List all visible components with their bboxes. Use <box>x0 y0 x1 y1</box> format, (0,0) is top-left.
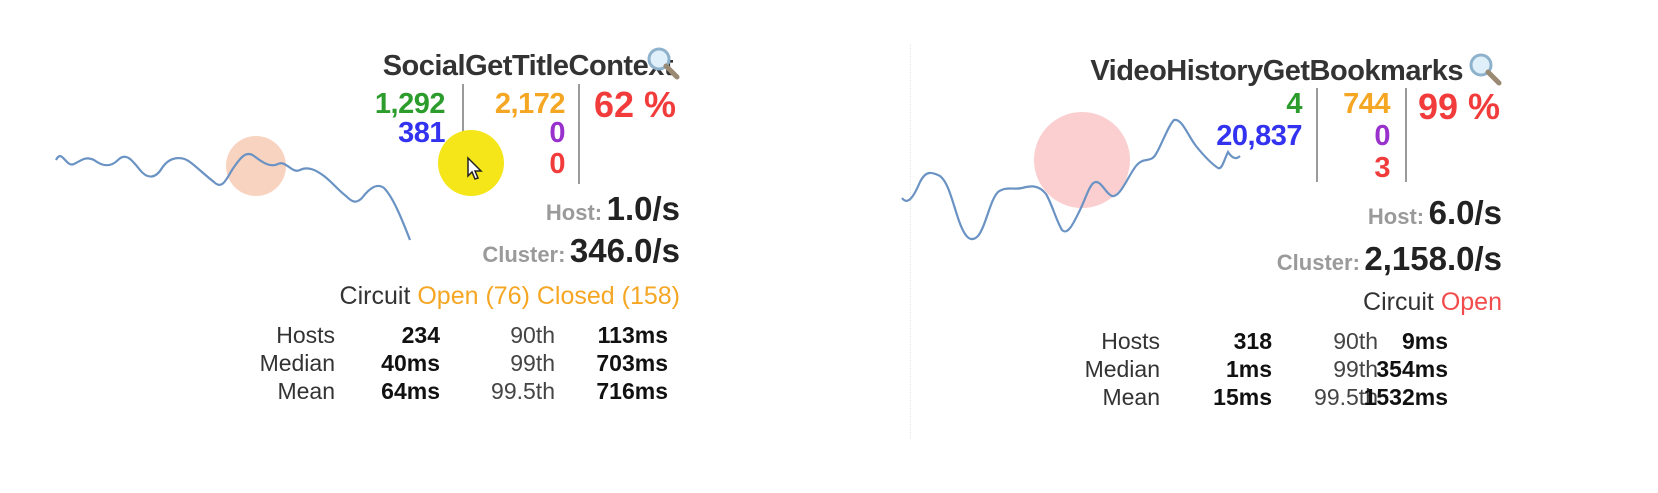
stat-label: Median <box>259 350 335 376</box>
stats-row: Hosts 234 90th 113ms <box>220 322 680 350</box>
stat-label: Mean <box>1102 384 1160 410</box>
percentile-value: 703ms <box>596 350 668 376</box>
percentile-label: 99th <box>1333 356 1378 382</box>
timeout-count: 744 <box>1343 88 1390 120</box>
failure-count: 0 <box>549 148 565 180</box>
stats-row: Mean 64ms 99.5th 716ms <box>220 378 680 406</box>
sparkline <box>55 152 412 241</box>
stat-label: Median <box>1084 356 1160 382</box>
command-title: VideoHistoryGetBookmarks <box>1090 55 1463 87</box>
percentile-value: 716ms <box>596 378 668 404</box>
host-rate: Host: 1.0/s <box>546 190 680 228</box>
percentile-label: 90th <box>510 322 555 348</box>
host-rate-label: Host: <box>545 200 603 225</box>
cluster-rate-label: Cluster: <box>1276 250 1360 275</box>
percentile-label: 99th <box>510 350 555 376</box>
success-count: 1,292 <box>374 88 446 120</box>
cluster-rate-label: Cluster: <box>482 242 566 267</box>
error-percentage: 99 % <box>1418 86 1501 127</box>
circuit-label: Circuit <box>1363 288 1434 316</box>
mouse-pointer-icon <box>466 156 484 187</box>
stat-value: 318 <box>1233 328 1272 354</box>
timeout-count: 2,172 <box>494 88 566 120</box>
cluster-rate-value: 346.0/s <box>569 232 680 269</box>
cluster-rate: Cluster: 2,158.0/s <box>1277 240 1502 278</box>
percentile-value: 9ms <box>1401 328 1448 354</box>
host-rate-label: Host: <box>1367 204 1425 229</box>
latency-stats: Hosts 234 90th 113ms Median 40ms 99th 70… <box>220 322 680 406</box>
stat-label: Hosts <box>276 322 335 348</box>
cluster-rate-value: 2,158.0/s <box>1364 240 1502 277</box>
stat-label: Mean <box>277 378 335 404</box>
circuit-panel-video-history-get-bookmarks: VideoHistoryGetBookmarks 4 20,837 744 0 … <box>900 0 1658 493</box>
percentile-label: 99.5th <box>1314 384 1378 410</box>
divider <box>1316 88 1318 182</box>
latency-stats: Hosts 318 90th 9ms Median 1ms 99th 354ms… <box>1050 328 1510 412</box>
host-rate-value: 6.0/s <box>1428 194 1502 231</box>
circuit-status: Circuit Open (76) Closed (158) <box>340 282 680 311</box>
rejected-count: 0 <box>549 117 565 149</box>
short-circuited-count: 381 <box>398 117 445 149</box>
percentile-value: 113ms <box>597 322 668 348</box>
sparkline <box>901 118 1241 241</box>
circuit-open-status: Open <box>1440 288 1502 316</box>
stat-value: 15ms <box>1213 384 1272 410</box>
circuit-panel-social-get-title-context: SocialGetTitleContext 1,292 381 2,172 0 … <box>0 0 760 493</box>
host-rate: Host: 6.0/s <box>1368 194 1502 232</box>
percentile-value: 354ms <box>1376 356 1448 382</box>
percentile-label: 99.5th <box>491 378 555 404</box>
percentile-value: 1532ms <box>1363 384 1448 410</box>
circuit-status: Circuit Open <box>1363 288 1502 317</box>
stat-value: 40ms <box>381 350 440 376</box>
stat-value: 1ms <box>1225 356 1272 382</box>
error-percentage: 62 % <box>594 84 677 125</box>
circuit-label: Circuit <box>339 282 411 310</box>
stats-row: Median 40ms 99th 703ms <box>220 350 680 378</box>
circuit-closed-count: Closed (158) <box>536 282 680 310</box>
stat-value: 64ms <box>381 378 440 404</box>
divider <box>1405 88 1407 182</box>
health-bubble <box>226 136 286 196</box>
success-count: 4 <box>1286 88 1302 120</box>
magnifier-icon[interactable] <box>645 45 681 86</box>
failure-count: 3 <box>1374 152 1390 184</box>
stat-label: Hosts <box>1101 328 1160 354</box>
stats-row: Mean 15ms 99.5th 1532ms <box>1050 384 1510 412</box>
host-rate-value: 1.0/s <box>606 190 680 227</box>
cluster-rate: Cluster: 346.0/s <box>482 232 680 270</box>
divider <box>578 84 580 184</box>
stat-value: 234 <box>401 322 440 348</box>
stats-row: Hosts 318 90th 9ms <box>1050 328 1510 356</box>
stats-row: Median 1ms 99th 354ms <box>1050 356 1510 384</box>
circuit-open-count: Open (76) <box>417 282 530 310</box>
rejected-count: 0 <box>1374 120 1390 152</box>
percentile-label: 90th <box>1333 328 1378 354</box>
panel-separator <box>910 44 912 439</box>
command-title: SocialGetTitleContext <box>382 50 674 82</box>
short-circuited-count: 20,837 <box>1216 120 1302 152</box>
magnifier-icon[interactable] <box>1467 51 1503 92</box>
health-bubble <box>1034 112 1130 208</box>
